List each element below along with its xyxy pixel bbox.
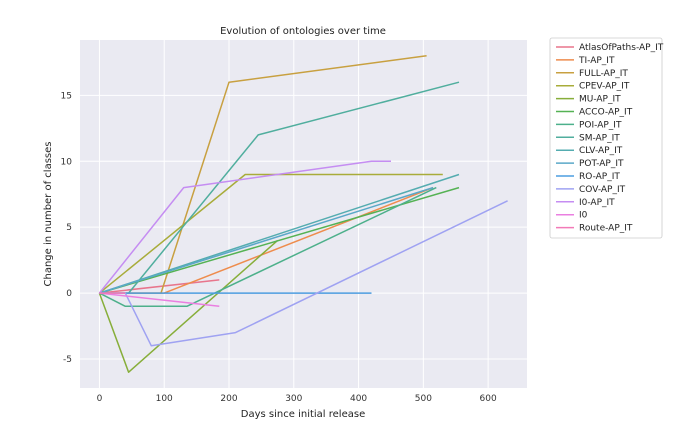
x-axis-label: Days since initial release xyxy=(241,409,365,420)
series-line xyxy=(98,160,391,294)
x-tick-label: 600 xyxy=(480,394,497,404)
data-lines xyxy=(98,55,508,373)
legend-entry: FULL-AP_IT xyxy=(579,69,628,79)
legend-entry: MU-AP_IT xyxy=(579,95,621,105)
series-line xyxy=(99,173,460,294)
legend-frame xyxy=(549,37,663,239)
x-tick-label: 0 xyxy=(97,394,103,404)
x-tick-label: 100 xyxy=(156,394,173,404)
legend: AtlasOfPaths-AP_IT TI-AP_IT FULL-AP_IT CPEV… xyxy=(549,37,664,239)
x-tick-label: 200 xyxy=(220,394,237,404)
legend-entry: CLV-AP_IT xyxy=(579,146,623,156)
series-line xyxy=(98,239,279,373)
legend-entry: COV-AP_IT xyxy=(579,185,626,195)
series-line xyxy=(99,292,220,308)
series-line xyxy=(99,279,220,294)
x-tick-labels: 0 100 200 300 400 500 600 xyxy=(97,394,497,404)
legend-entry: ACCO-AP_IT xyxy=(579,108,633,118)
y-tick-label: 5 xyxy=(66,223,72,233)
legend-entry: POT-AP_IT xyxy=(579,159,624,169)
x-tick-label: 500 xyxy=(415,394,432,404)
chart-title: Evolution of ontologies over time xyxy=(220,26,386,37)
legend-entry: I0 xyxy=(579,211,588,221)
x-tick-label: 400 xyxy=(350,394,367,404)
series-line xyxy=(99,186,437,308)
legend-entry: AtlasOfPaths-AP_IT xyxy=(579,43,664,53)
y-tick-label: -5 xyxy=(63,355,72,365)
plot-area xyxy=(80,40,527,388)
legend-entry: Route-AP_IT xyxy=(579,224,633,234)
y-tick-label: 10 xyxy=(61,157,73,167)
y-axis-label: Change in number of classes xyxy=(43,142,54,287)
legend-entry: TI-AP_IT xyxy=(578,56,615,66)
y-tick-label: 0 xyxy=(66,289,72,299)
legend-entry: RO-AP_IT xyxy=(579,172,620,182)
y-tick-labels: -5 0 5 10 15 xyxy=(61,91,73,365)
x-tick-label: 300 xyxy=(285,394,302,404)
y-tick-label: 15 xyxy=(61,91,72,101)
series-line xyxy=(99,186,434,294)
legend-entry: CPEV-AP_IT xyxy=(579,82,630,92)
legend-entry: SM-AP_IT xyxy=(579,133,620,143)
series-line xyxy=(98,173,443,294)
legend-entry: I0-AP_IT xyxy=(579,198,615,208)
legend-entry: POI-AP_IT xyxy=(579,120,622,130)
